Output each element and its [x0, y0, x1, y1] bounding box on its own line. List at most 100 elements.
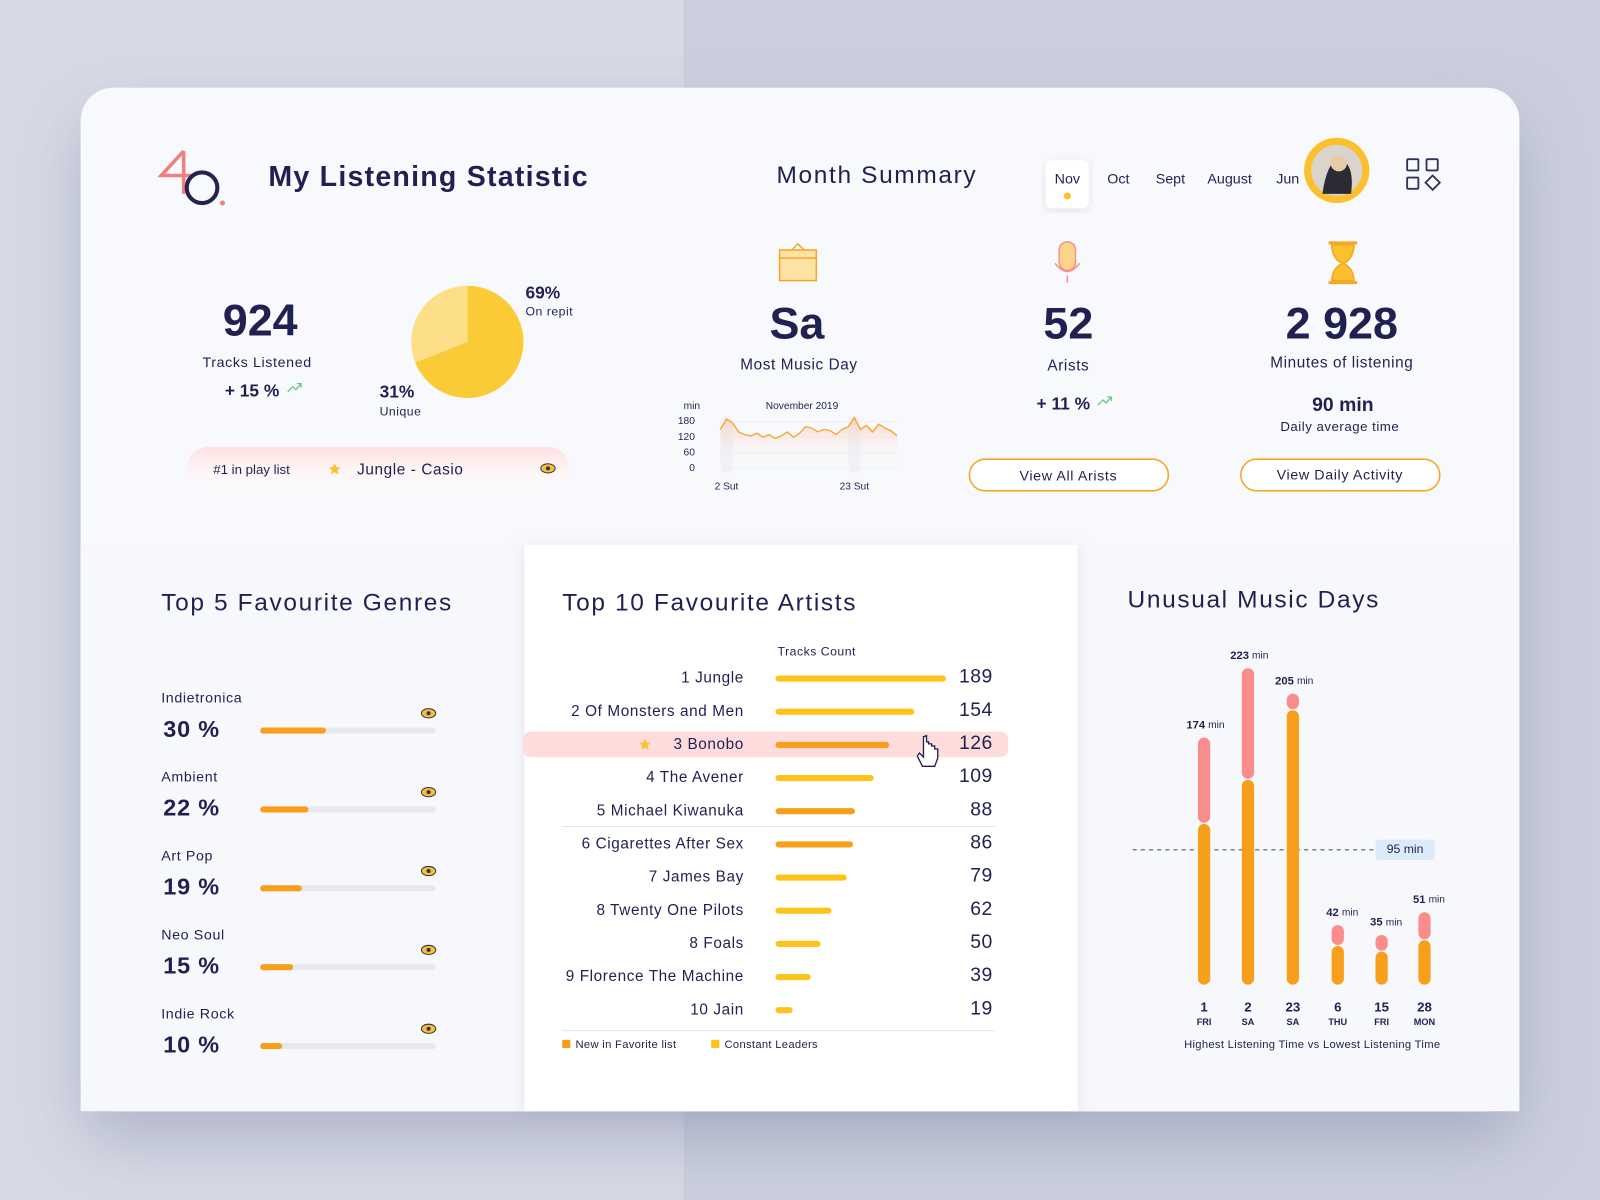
- x-tick-sublabel: FRI: [1374, 1017, 1389, 1027]
- y-tick-label: 60: [684, 447, 696, 458]
- x-tick-label: 23: [1285, 1000, 1300, 1015]
- genre-value: 19 %: [163, 874, 220, 900]
- bar-track: [260, 885, 436, 892]
- total-unit: min: [1429, 895, 1445, 906]
- total-label: 174: [1186, 719, 1205, 731]
- artist-name: 5 Michael Kiwanuka: [597, 802, 744, 819]
- artist-name: 8 Foals: [689, 935, 743, 952]
- x-tick-label: 1: [1200, 1000, 1207, 1015]
- eye-pupil: [426, 711, 431, 716]
- total-label: 42: [1326, 907, 1338, 919]
- artist-name: 4 The Avener: [646, 769, 744, 786]
- bar: [775, 940, 821, 947]
- genre-name: Indie Rock: [161, 1006, 235, 1022]
- pie-label: On repit: [526, 304, 574, 318]
- artist-value: 189: [959, 666, 993, 688]
- total-unit: min: [1386, 917, 1402, 928]
- artist-value: 62: [970, 898, 993, 920]
- reference-label: 95 min: [1387, 842, 1424, 856]
- row-highlight: [522, 731, 1009, 758]
- stat-label: Most Music Day: [740, 356, 857, 373]
- month-tab[interactable]: Jun: [1276, 171, 1299, 187]
- x-tick-label: 2 Sut: [715, 481, 739, 492]
- artist-value: 50: [970, 931, 993, 953]
- legend-label: New in Favorite list: [576, 1039, 677, 1051]
- month-tab[interactable]: Sept: [1156, 171, 1185, 187]
- bar-segment: [1197, 823, 1211, 985]
- stat-label: Minutes of listening: [1270, 354, 1413, 371]
- button-label: View Daily Activity: [1277, 467, 1404, 483]
- bar: [775, 874, 847, 881]
- section-title: Top 10 Favourite Artists: [562, 590, 857, 617]
- genre-value: 10 %: [163, 1031, 220, 1057]
- stat-value: 924: [223, 294, 298, 345]
- artist-value: 39: [970, 964, 993, 986]
- bar: [775, 775, 874, 782]
- bar-track: [260, 964, 436, 971]
- mic-icon: [1054, 241, 1081, 283]
- x-tick-label: 6: [1334, 1000, 1341, 1015]
- total-label: 223: [1230, 650, 1249, 662]
- pie-label: Unique: [380, 404, 422, 418]
- legend-swatch: [562, 1039, 571, 1048]
- axis-label: Tracks Count: [778, 644, 857, 658]
- stat-value: 52: [1043, 297, 1093, 348]
- axis-label: min: [684, 401, 700, 412]
- artist-name: 1 Jungle: [681, 670, 744, 687]
- x-tick-label: 15: [1374, 1000, 1389, 1015]
- stat-average-label: Daily average time: [1280, 419, 1399, 434]
- section-title: Top 5 Favourite Genres: [161, 590, 453, 617]
- page-title: My Listening Statistic: [268, 161, 589, 193]
- total-label: 205: [1275, 675, 1294, 687]
- legend-label: Constant Leaders: [724, 1039, 818, 1051]
- artist-name: 10 Jain: [690, 1001, 744, 1018]
- month-tab[interactable]: Oct: [1107, 171, 1129, 187]
- reference-label-box: [1375, 839, 1435, 861]
- line-area: [720, 417, 897, 469]
- star-icon: [328, 463, 341, 475]
- hourglass-icon: [1328, 241, 1358, 285]
- apps-icon[interactable]: [1406, 158, 1442, 192]
- bar: [260, 964, 294, 971]
- month-tab-active: [1045, 160, 1089, 209]
- pie-slice: [411, 285, 468, 363]
- stat-label: Tracks Listened: [202, 355, 311, 371]
- bar: [775, 841, 854, 848]
- bar-segment: [1241, 668, 1255, 779]
- playlist-label: #1 in play list: [213, 462, 290, 477]
- bar: [775, 973, 811, 981]
- chart-title: November 2019: [766, 401, 839, 412]
- pie-value-label: 69%: [526, 282, 561, 302]
- eye-pupil: [426, 868, 431, 874]
- bar-segment: [1331, 925, 1344, 945]
- artist-value: 109: [959, 765, 993, 787]
- button[interactable]: [1240, 458, 1441, 492]
- avatar[interactable]: [1304, 137, 1370, 204]
- logo: [157, 149, 225, 206]
- button[interactable]: [968, 458, 1170, 492]
- bar: [775, 675, 946, 682]
- calendar-icon: [778, 242, 818, 282]
- artist-value: 86: [970, 831, 993, 853]
- trend-up-icon: [287, 383, 302, 393]
- bar-segment: [1375, 935, 1388, 951]
- artist-name: 9 Florence The Machine: [566, 968, 744, 985]
- pie-slice: [415, 285, 524, 398]
- stat-change: + 11 %: [1037, 394, 1090, 414]
- genre-value: 22 %: [163, 795, 220, 821]
- bar: [775, 907, 832, 914]
- bar-segment: [1418, 940, 1431, 985]
- x-tick-sublabel: THU: [1328, 1017, 1347, 1027]
- month-tab[interactable]: August: [1207, 171, 1251, 187]
- bar-track: [260, 1043, 436, 1050]
- cursor-icon: [916, 734, 939, 767]
- playlist-pill: [186, 446, 570, 490]
- chart-caption: Highest Listening Time vs Lowest Listeni…: [1184, 1039, 1440, 1051]
- month-tab[interactable]: Nov: [1055, 171, 1081, 187]
- artist-value: 19: [970, 997, 993, 1019]
- active-dot: [1063, 192, 1071, 200]
- eye-pupil: [426, 1026, 431, 1031]
- total-label: 35: [1370, 917, 1382, 929]
